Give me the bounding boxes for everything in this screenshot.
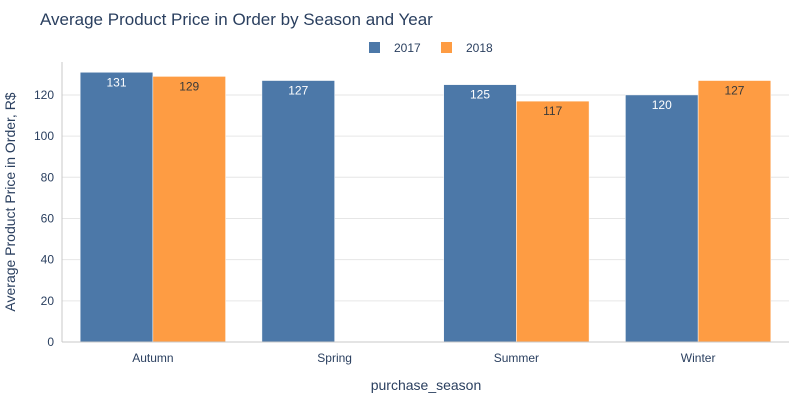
- bar-value-label: 117: [543, 104, 562, 118]
- legend[interactable]: 2017 2018: [369, 41, 493, 55]
- bar-2017-spring[interactable]: [261, 80, 335, 343]
- bar-value-label: 127: [724, 84, 744, 98]
- bar-2017-summer[interactable]: [443, 84, 517, 343]
- y-tick-label: 40: [41, 253, 55, 267]
- x-tick-label: Summer: [494, 351, 539, 365]
- y-axis-title: Average Product Price in Order, R$: [2, 92, 18, 311]
- bar-2017-autumn[interactable]: [79, 72, 154, 343]
- y-tick-label: 0: [47, 335, 54, 349]
- y-tick-label: 120: [34, 88, 54, 102]
- axes: [61, 62, 789, 343]
- legend-item-2018[interactable]: 2018: [441, 41, 493, 55]
- x-tick-label: Spring: [317, 351, 352, 365]
- legend-label: 2017: [394, 41, 421, 55]
- bar-2018-summer[interactable]: [516, 100, 590, 343]
- bar-value-label: 129: [179, 79, 199, 93]
- legend-swatch: [441, 42, 452, 53]
- legend-label: 2018: [466, 41, 493, 55]
- bar-2018-autumn[interactable]: [152, 76, 226, 343]
- bar-2017-winter[interactable]: [625, 94, 699, 343]
- bar-2018-winter[interactable]: [697, 80, 772, 343]
- bar-value-label: 131: [107, 75, 127, 89]
- x-axis-title: purchase_season: [371, 377, 482, 393]
- bar-value-label: 120: [652, 98, 672, 112]
- y-tick-label: 100: [34, 129, 54, 143]
- x-tick-label: Winter: [681, 351, 716, 365]
- bar-labels: 131 129 127 125 117 120 127: [107, 75, 745, 118]
- bars: [79, 72, 772, 343]
- y-axis-ticks: 0 20 40 60 80 100 120: [34, 88, 54, 349]
- y-tick-label: 80: [41, 170, 55, 184]
- legend-swatch: [369, 42, 380, 53]
- bar-value-label: 127: [288, 84, 308, 98]
- legend-item-2017[interactable]: 2017: [369, 41, 421, 55]
- x-tick-label: Autumn: [132, 351, 173, 365]
- bar-value-label: 125: [470, 88, 490, 102]
- chart-title: Average Product Price in Order by Season…: [40, 10, 433, 29]
- y-tick-label: 20: [41, 294, 55, 308]
- y-tick-label: 60: [41, 211, 55, 225]
- x-axis-ticks: Autumn Spring Summer Winter: [132, 351, 715, 365]
